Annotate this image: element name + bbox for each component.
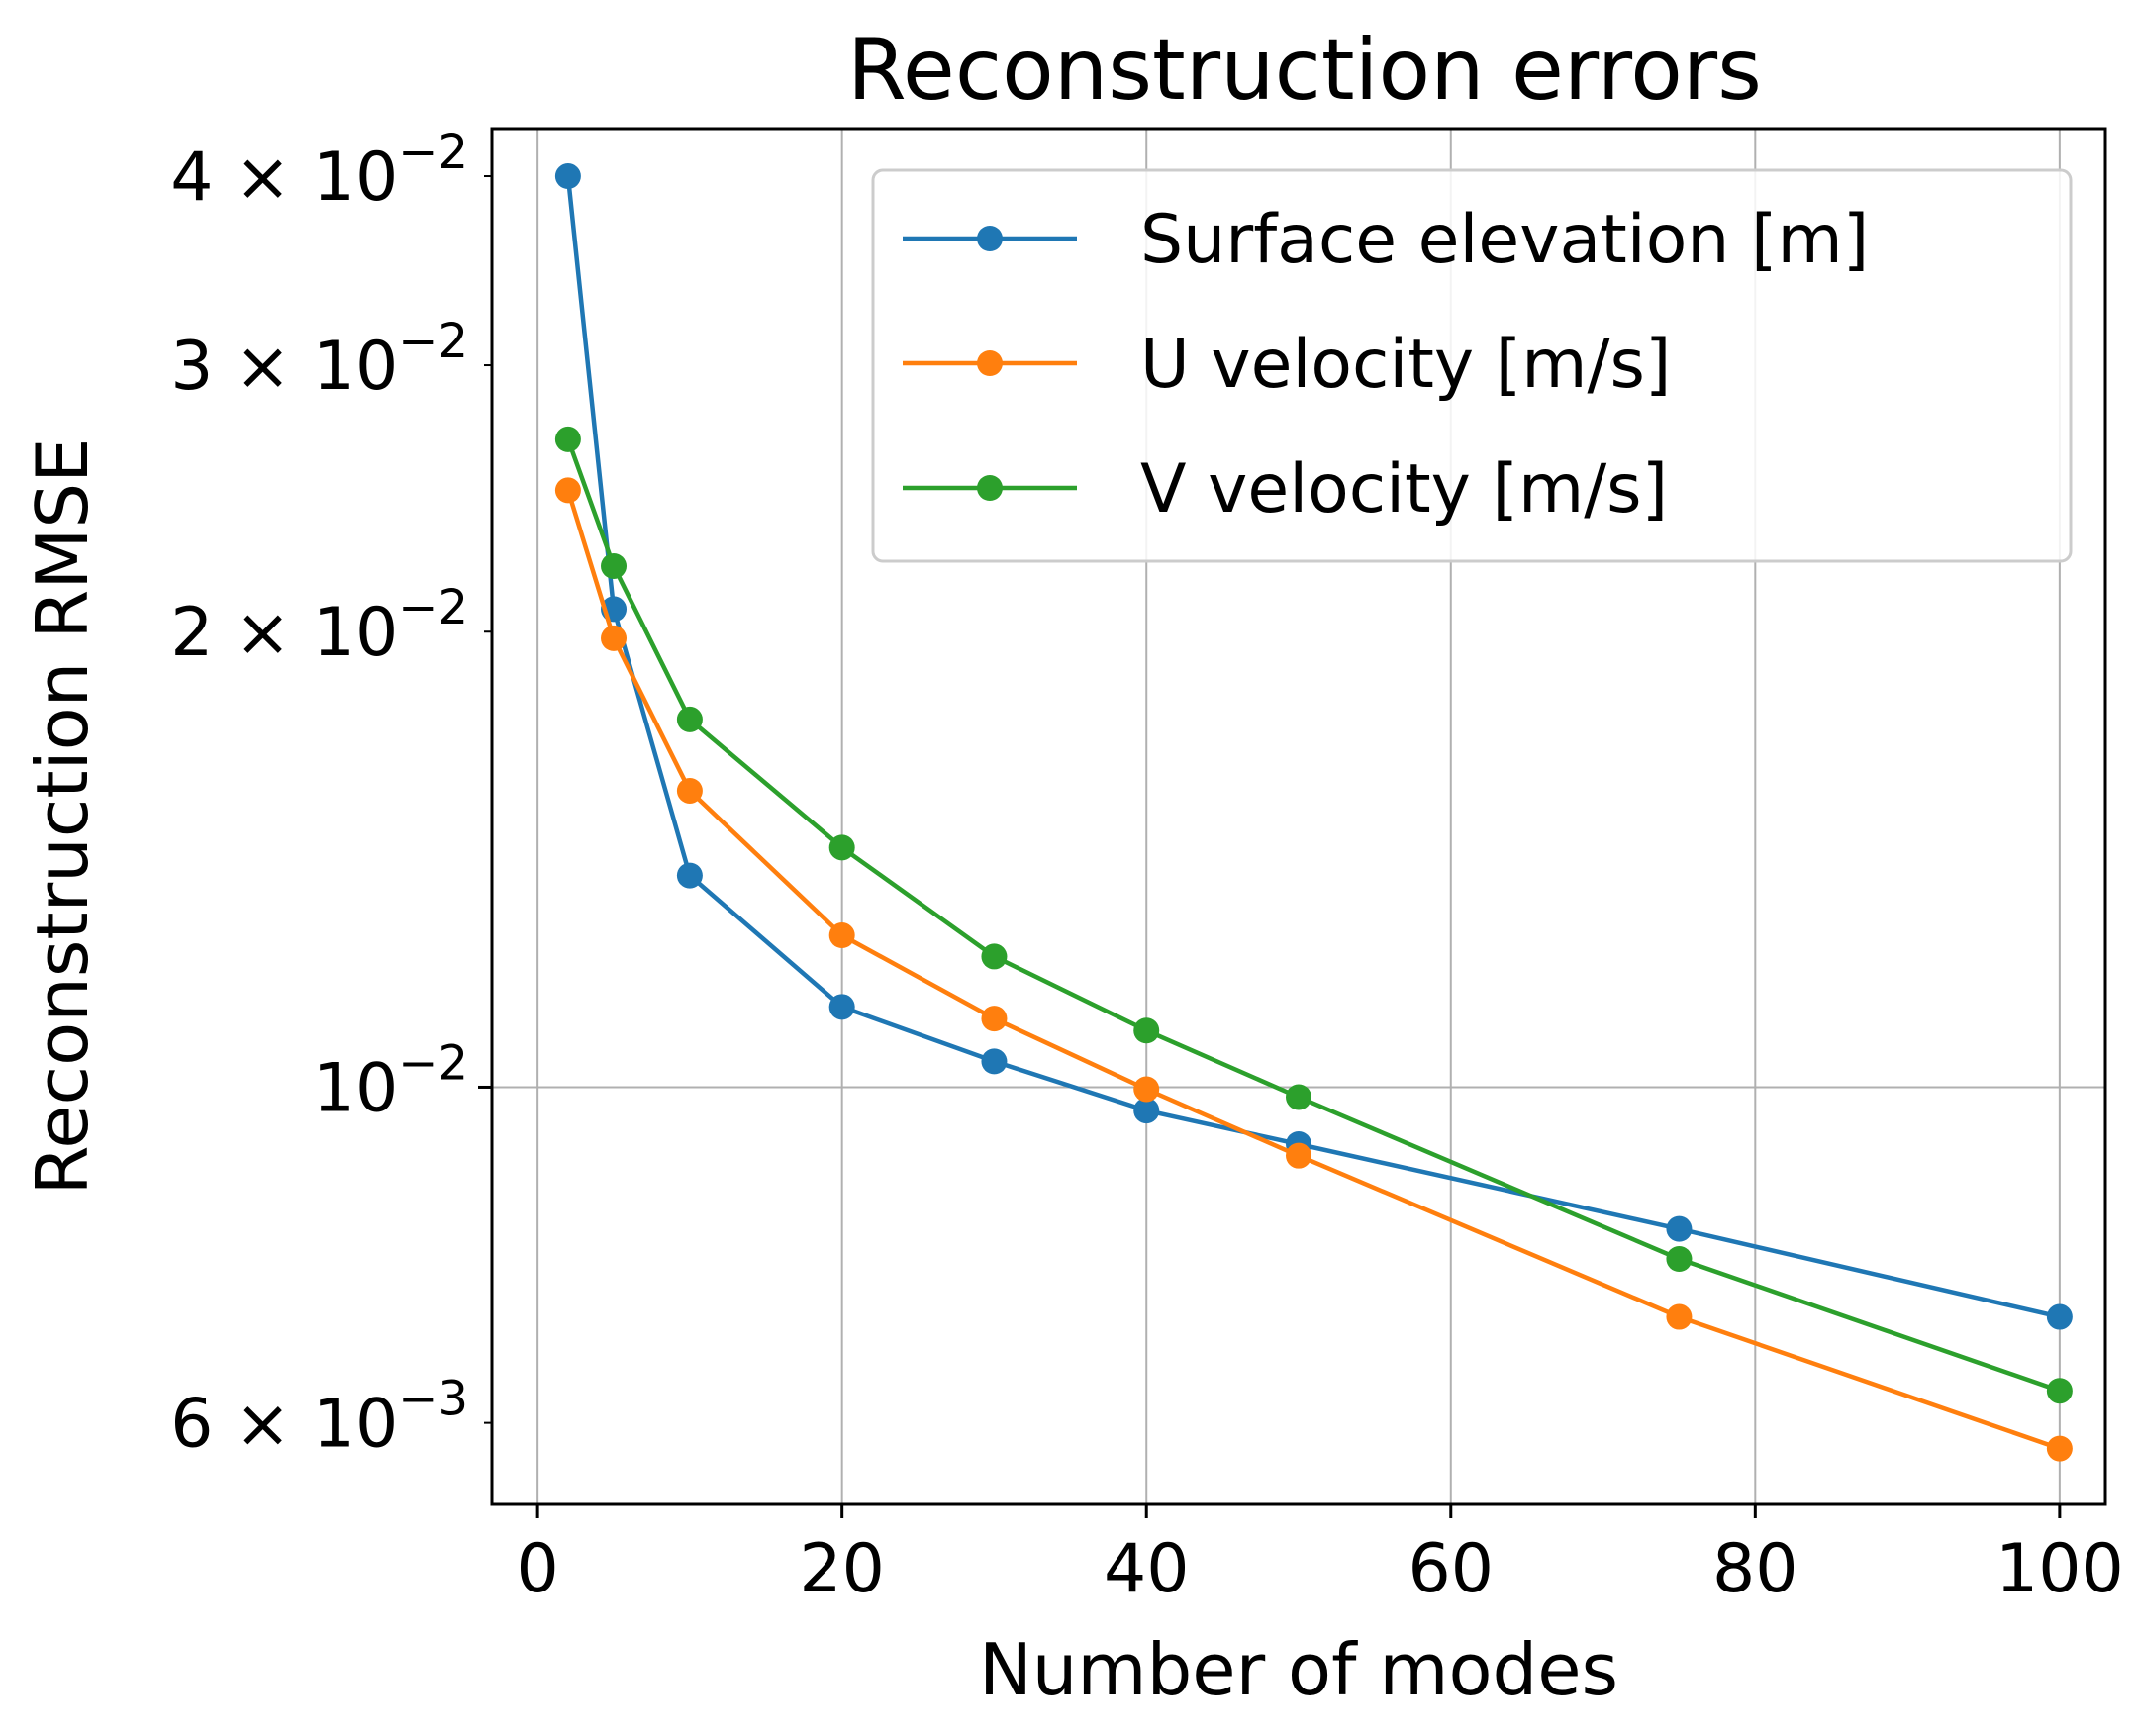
data-point xyxy=(981,943,1008,970)
series-lines xyxy=(554,163,2073,1462)
data-point xyxy=(676,706,703,732)
data-point xyxy=(601,625,628,651)
y-tick-exponent: −3 xyxy=(398,1372,468,1427)
data-point xyxy=(1133,1076,1160,1103)
legend-box xyxy=(871,168,2073,563)
x-tick-label: 100 xyxy=(1995,1530,2124,1608)
y-tick-label: 4 × 10−2 xyxy=(170,125,468,217)
data-point xyxy=(1286,1084,1311,1110)
legend-marker xyxy=(977,226,1003,251)
x-axis-ticks: 0 20 40 60 80 100 xyxy=(516,1504,2124,1608)
x-axis-label: Number of modes xyxy=(979,1628,1618,1711)
data-point xyxy=(2046,1435,2073,1462)
y-tick-label: 6 × 10−3 xyxy=(170,1372,468,1464)
data-point xyxy=(2046,1303,2073,1330)
y-tick-exponent: −2 xyxy=(398,314,468,369)
x-tick-label: 40 xyxy=(1104,1530,1190,1608)
legend-label: U velocity [m/s] xyxy=(1140,326,1671,404)
data-point xyxy=(981,1048,1008,1075)
data-point xyxy=(828,922,855,949)
data-point xyxy=(2046,1378,2073,1404)
legend-marker xyxy=(977,475,1003,501)
data-point xyxy=(828,834,855,861)
x-tick-label: 0 xyxy=(516,1530,558,1608)
y-tick-mantissa: 6 × 10 xyxy=(170,1386,398,1464)
y-axis-ticks: 4 × 10−23 × 10−22 × 10−210−26 × 10−3 xyxy=(170,125,492,1464)
y-tick-exponent: −2 xyxy=(398,1035,468,1091)
y-tick-mantissa: 3 × 10 xyxy=(170,328,398,406)
chart-title: Reconstruction errors xyxy=(847,21,1762,120)
y-tick-exponent: −2 xyxy=(398,125,468,180)
x-tick-label: 20 xyxy=(799,1530,885,1608)
data-point xyxy=(1286,1142,1311,1169)
legend: Surface elevation [m] U velocity [m/s] V v… xyxy=(871,168,2073,563)
y-tick-mantissa: 10 xyxy=(313,1049,399,1127)
y-tick-mantissa: 2 × 10 xyxy=(170,594,398,672)
data-point xyxy=(554,477,581,504)
plot-frame xyxy=(490,127,2107,1506)
legend-label: V velocity [m/s] xyxy=(1140,450,1668,529)
y-axis-label: Reconstruction RMSE xyxy=(21,437,104,1195)
data-point xyxy=(1666,1303,1693,1330)
data-point xyxy=(554,426,581,452)
data-point xyxy=(981,1006,1008,1032)
data-point xyxy=(676,777,703,804)
data-point xyxy=(1133,1098,1160,1124)
y-tick-label: 3 × 10−2 xyxy=(170,314,468,406)
data-point xyxy=(828,994,855,1020)
data-point xyxy=(601,552,628,579)
data-point xyxy=(1666,1215,1693,1242)
data-point xyxy=(1133,1017,1160,1044)
y-tick-mantissa: 4 × 10 xyxy=(170,139,398,217)
y-tick-label: 2 × 10−2 xyxy=(170,580,468,672)
y-tick-label: 10−2 xyxy=(313,1035,468,1127)
data-point xyxy=(676,862,703,889)
legend-marker xyxy=(977,350,1003,376)
legend-label: Surface elevation [m] xyxy=(1140,201,1869,279)
data-point xyxy=(554,163,581,190)
x-tick-label: 60 xyxy=(1408,1530,1495,1608)
data-point xyxy=(1666,1246,1693,1273)
x-tick-label: 80 xyxy=(1712,1530,1798,1608)
y-tick-exponent: −2 xyxy=(398,580,468,635)
